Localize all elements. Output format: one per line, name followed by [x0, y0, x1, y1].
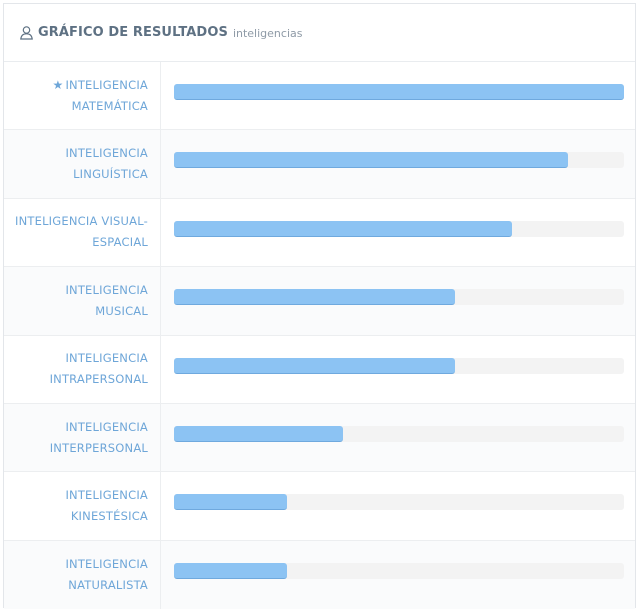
- bar-cell: [161, 336, 635, 403]
- category-label-text: INTELIGENCIA VISUAL-: [14, 214, 148, 229]
- category-label-text: INTELIGENCIA: [65, 419, 148, 434]
- category-label-text: INTELIGENCIA: [65, 282, 148, 297]
- category-label-line2: LINGUÍSTICA: [73, 167, 148, 182]
- category-label-cell: INTELIGENCIA LINGUÍSTICA: [4, 130, 161, 198]
- category-label-line2: MUSICAL: [95, 303, 148, 318]
- bar-cell: [161, 62, 635, 129]
- category-label-text: INTELIGENCIA: [65, 146, 148, 161]
- bar-track: [174, 84, 624, 100]
- result-row: INTELIGENCIA INTRAPERSONAL: [4, 335, 635, 404]
- bar-fill: [174, 425, 343, 442]
- result-row: INTELIGENCIA NATURALISTA: [4, 540, 635, 610]
- category-label-cell: INTELIGENCIA MUSICAL: [4, 267, 161, 335]
- bar-cell: [161, 130, 635, 197]
- category-label: ★ INTELIGENCIA MATEMÁTICA: [52, 75, 148, 117]
- bar-cell: [161, 472, 635, 539]
- category-label-cell: INTELIGENCIA INTRAPERSONAL: [4, 335, 161, 403]
- bar-cell: [161, 199, 635, 266]
- bar-cell: [161, 541, 635, 609]
- bar-track: [174, 494, 624, 511]
- category-label-line2: NATURALISTA: [68, 577, 148, 592]
- result-row: INTELIGENCIA KINESTÉSICA: [4, 472, 635, 541]
- panel-header: GRÁFICO DE RESULTADOS inteligencias: [4, 4, 635, 62]
- category-label-line2: ESPACIAL: [92, 235, 148, 250]
- bar-fill: [174, 494, 287, 511]
- category-label-line1: INTELIGENCIA: [65, 554, 148, 575]
- category-label-cell: INTELIGENCIA INTERPERSONAL: [4, 403, 161, 472]
- category-label-cell: INTELIGENCIA NATURALISTA: [4, 540, 161, 610]
- category-label-line2: MATEMÁTICA: [71, 98, 148, 113]
- bar-fill: [174, 84, 624, 100]
- result-row: INTELIGENCIA MUSICAL: [4, 267, 635, 336]
- category-label: INTELIGENCIA VISUAL- ESPACIAL: [15, 211, 148, 253]
- bar-track: [174, 357, 624, 374]
- category-label-line2: INTRAPERSONAL: [49, 372, 148, 387]
- category-label-line1: INTELIGENCIA: [50, 348, 148, 369]
- category-label-cell: INTELIGENCIA KINESTÉSICA: [4, 472, 161, 540]
- chart-subtitle: inteligencias: [232, 27, 303, 40]
- category-label-cell: INTELIGENCIA VISUAL- ESPACIAL: [4, 198, 161, 267]
- bar-track: [174, 289, 624, 306]
- category-label-line1: INTELIGENCIA VISUAL-: [15, 211, 148, 232]
- result-row: INTELIGENCIA INTERPERSONAL: [4, 403, 635, 473]
- category-label: INTELIGENCIA KINESTÉSICA: [65, 485, 148, 527]
- category-label-cell: ★ INTELIGENCIA MATEMÁTICA: [4, 62, 161, 130]
- category-label: INTELIGENCIA NATURALISTA: [65, 554, 148, 596]
- category-label: INTELIGENCIA INTRAPERSONAL: [50, 348, 148, 390]
- bar-track: [174, 152, 624, 169]
- category-label-line1: INTELIGENCIA: [65, 485, 148, 506]
- category-label-text: INTELIGENCIA: [65, 556, 148, 571]
- bar-fill: [174, 357, 456, 374]
- category-label-line2: INTERPERSONAL: [49, 440, 148, 455]
- bar-cell: [161, 404, 635, 471]
- results-panel: GRÁFICO DE RESULTADOS inteligencias ★ INT…: [3, 3, 636, 610]
- category-label-line1: INTELIGENCIA: [65, 143, 148, 164]
- result-row: INTELIGENCIA LINGUÍSTICA: [4, 130, 635, 199]
- result-row: ★ INTELIGENCIA MATEMÁTICA: [4, 62, 635, 131]
- results-table: ★ INTELIGENCIA MATEMÁTICA INTELIGENCIA LINGU…: [4, 62, 635, 610]
- bar-cell: [161, 267, 635, 334]
- bar-fill: [174, 562, 287, 579]
- star-icon: ★: [52, 77, 64, 92]
- category-label-line1: ★ INTELIGENCIA: [52, 75, 148, 96]
- bar-fill: [174, 152, 568, 169]
- category-label: INTELIGENCIA LINGUÍSTICA: [65, 143, 148, 185]
- category-label-text: INTELIGENCIA: [65, 488, 148, 503]
- bar-track: [174, 562, 624, 579]
- bar-fill: [174, 289, 456, 306]
- bar-track: [174, 425, 624, 442]
- bar-track: [174, 220, 624, 237]
- user-icon: [19, 25, 34, 40]
- category-label-text: INTELIGENCIA: [65, 77, 148, 92]
- bar-fill: [174, 220, 512, 237]
- category-label-line1: INTELIGENCIA: [50, 417, 148, 438]
- category-label-text: INTELIGENCIA: [65, 351, 148, 366]
- result-row: INTELIGENCIA VISUAL- ESPACIAL: [4, 198, 635, 268]
- category-label: INTELIGENCIA MUSICAL: [65, 280, 148, 322]
- category-label-line2: KINESTÉSICA: [70, 509, 148, 524]
- category-label: INTELIGENCIA INTERPERSONAL: [50, 417, 148, 459]
- category-label-line1: INTELIGENCIA: [65, 280, 148, 301]
- chart-title: GRÁFICO DE RESULTADOS: [38, 25, 228, 40]
